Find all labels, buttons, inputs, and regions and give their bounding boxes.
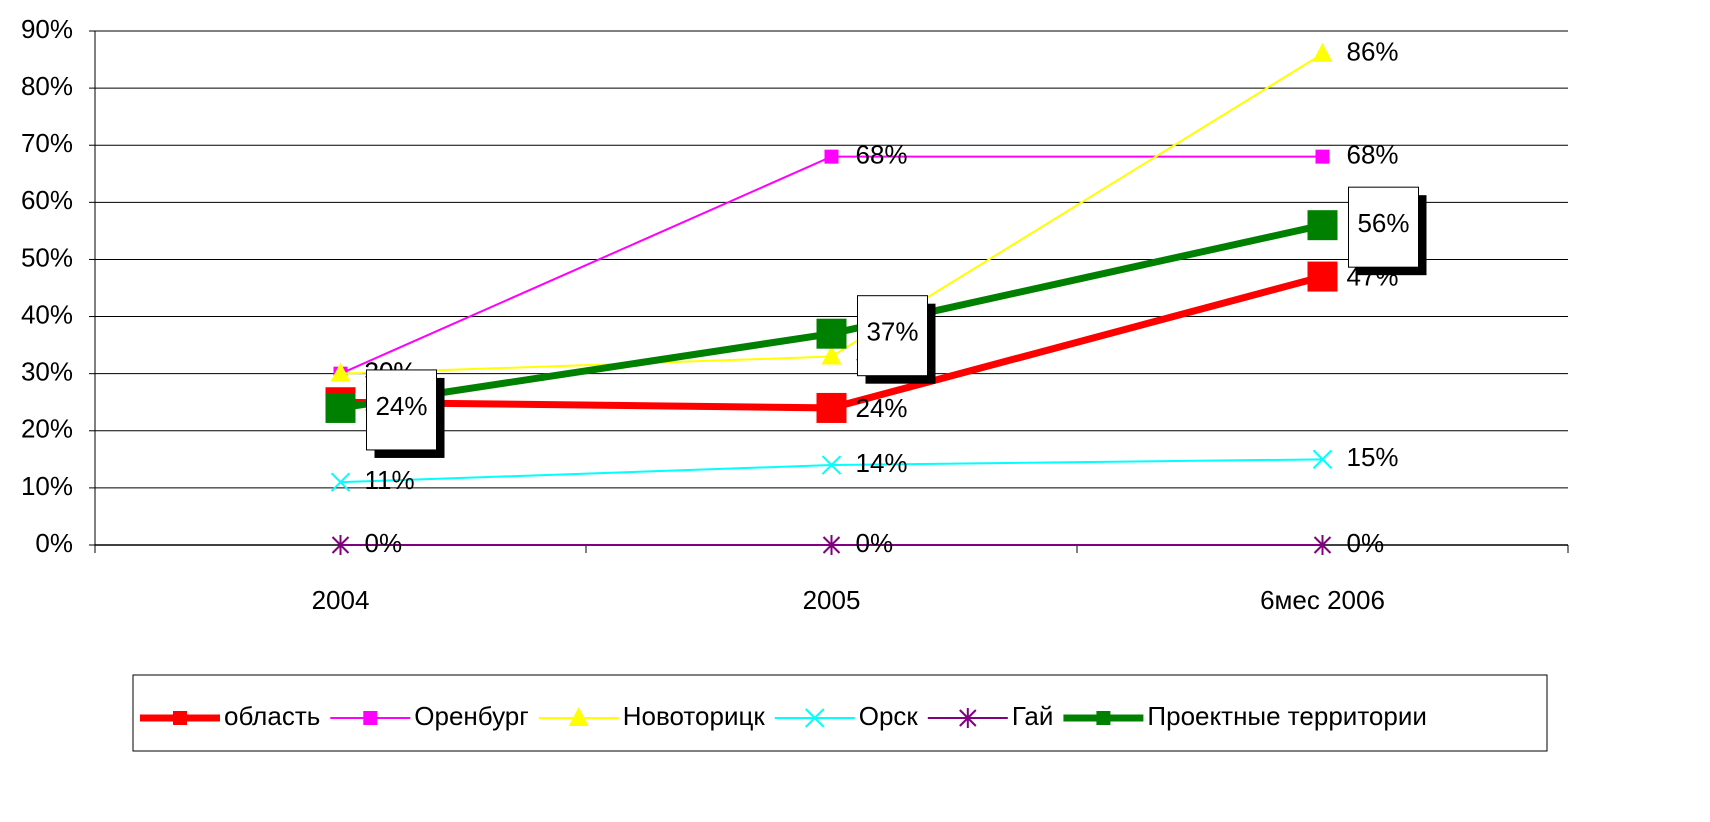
label-box — [366, 369, 437, 451]
series-line — [340, 458, 1323, 484]
x-tick-label: 2004 — [312, 585, 370, 615]
y-tick-label: 0% — [35, 528, 73, 558]
data-label: 56% — [1357, 208, 1409, 238]
legend-item: Проектные территории — [1063, 701, 1427, 731]
legend-label: Проектные территории — [1147, 701, 1426, 731]
data-label: 15% — [1347, 442, 1399, 472]
marker — [1096, 711, 1111, 725]
y-tick-label: 80% — [21, 71, 73, 101]
legend-label: Орск — [859, 701, 919, 731]
marker — [821, 455, 842, 475]
data-label: 37% — [866, 317, 918, 347]
data-label: 11% — [365, 465, 415, 495]
data-label: 0% — [1347, 528, 1385, 558]
legend-item: область — [140, 701, 320, 731]
y-tick-label: 40% — [21, 299, 73, 329]
data-label: 14% — [856, 448, 908, 478]
marker — [325, 392, 356, 423]
legend-label: Гай — [1012, 701, 1054, 731]
marker — [1315, 149, 1330, 164]
x-tick-label: 2005 — [803, 585, 861, 615]
marker — [959, 708, 977, 728]
marker — [1312, 42, 1333, 62]
marker — [816, 318, 847, 349]
data-label: 24% — [856, 393, 908, 423]
marker — [816, 392, 847, 423]
marker — [173, 711, 187, 725]
marker — [824, 149, 839, 164]
marker — [331, 535, 350, 555]
data-label: 0% — [856, 528, 894, 558]
legend-label: Новоторицк — [623, 701, 766, 731]
marker — [330, 362, 351, 382]
legend-item: Оренбург — [330, 701, 529, 731]
legend-item: Орск — [774, 701, 919, 731]
legend-item: Новоторицк — [538, 701, 766, 731]
label-box — [1348, 186, 1419, 268]
marker — [822, 535, 841, 555]
data-label: 68% — [856, 140, 908, 170]
marker — [1307, 261, 1338, 292]
x-tick-label: 6мес 2006 — [1260, 585, 1385, 615]
marker — [330, 472, 351, 492]
y-tick-label: 70% — [21, 128, 73, 158]
y-tick-label: 90% — [21, 14, 73, 44]
y-tick-label: 60% — [21, 185, 73, 215]
label-box — [857, 295, 928, 377]
y-tick-label: 10% — [21, 471, 73, 501]
marker — [805, 708, 825, 728]
legend-item: Гай — [927, 701, 1054, 731]
marker — [568, 707, 589, 726]
data-label: 86% — [1347, 37, 1399, 67]
y-tick-label: 30% — [21, 357, 73, 387]
marker — [363, 711, 378, 725]
marker — [821, 345, 842, 365]
marker — [1313, 535, 1332, 555]
legend-label: Оренбург — [414, 701, 528, 731]
y-tick-label: 20% — [21, 414, 73, 444]
marker — [1312, 449, 1333, 470]
legend-label: область — [224, 701, 320, 731]
data-label: 68% — [1347, 140, 1399, 170]
y-tick-label: 50% — [21, 242, 73, 272]
data-label: 0% — [365, 528, 403, 558]
marker — [1307, 210, 1338, 241]
data-label: 24% — [375, 391, 427, 421]
